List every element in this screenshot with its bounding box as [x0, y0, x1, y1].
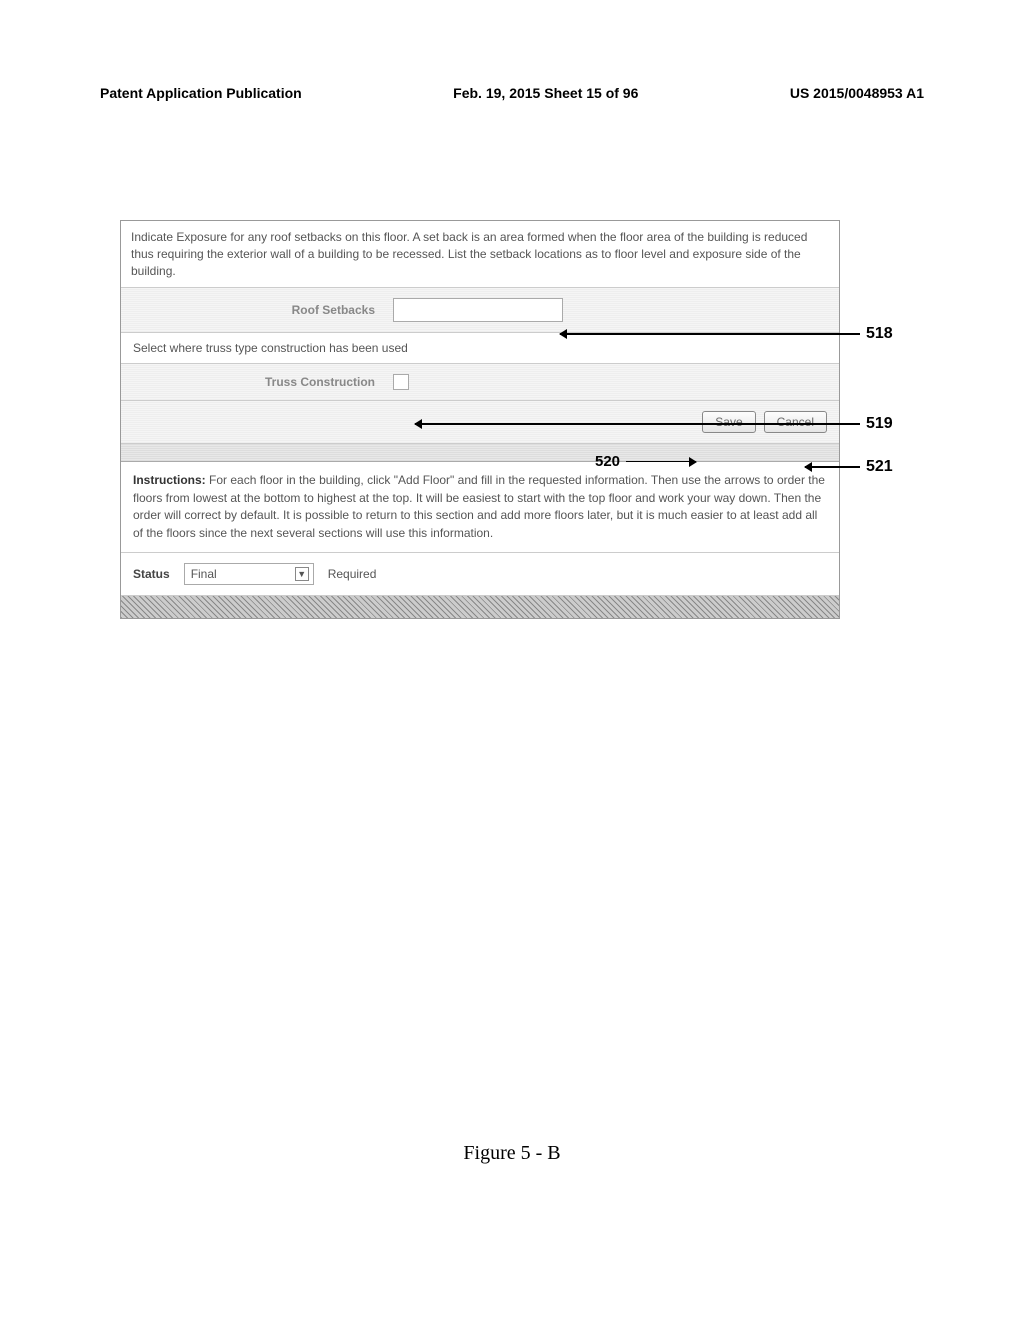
status-value: Final — [191, 567, 217, 581]
header-left: Patent Application Publication — [100, 85, 302, 101]
roof-setbacks-input[interactable] — [393, 298, 563, 322]
status-label: Status — [133, 567, 170, 581]
roof-setbacks-label: Roof Setbacks — [133, 303, 393, 317]
callout-520-label: 520 — [595, 453, 620, 470]
callout-521-label: 521 — [866, 458, 893, 476]
header-center: Feb. 19, 2015 Sheet 15 of 96 — [453, 85, 638, 101]
setback-instructions: Indicate Exposure for any roof setbacks … — [121, 221, 839, 288]
floor-instructions: Instructions: For each floor in the buil… — [121, 462, 839, 553]
truss-label: Truss Construction — [133, 375, 393, 389]
hatched-footer — [121, 596, 839, 618]
callout-520: 520 — [595, 453, 696, 470]
spacer-row — [121, 444, 839, 462]
header-right: US 2015/0048953 A1 — [790, 85, 924, 101]
callout-521: 521 — [805, 458, 893, 476]
figure-container: Indicate Exposure for any roof setbacks … — [90, 210, 930, 1030]
required-label: Required — [328, 567, 377, 581]
truss-row: Truss Construction — [121, 364, 839, 401]
figure-caption: Figure 5 - B — [0, 1142, 1024, 1165]
truss-checkbox[interactable] — [393, 374, 409, 390]
page-header: Patent Application Publication Feb. 19, … — [100, 85, 924, 101]
callout-519: 519 — [415, 415, 893, 433]
status-select[interactable]: Final ▼ — [184, 563, 314, 585]
callout-518-label: 518 — [866, 325, 893, 343]
instructions-bold: Instructions: — [133, 473, 206, 487]
callout-519-label: 519 — [866, 415, 893, 433]
dropdown-arrow-icon: ▼ — [295, 567, 309, 581]
instructions-text: For each floor in the building, click "A… — [133, 473, 825, 539]
status-row: Status Final ▼ Required — [121, 553, 839, 596]
callout-518: 518 — [560, 325, 893, 343]
